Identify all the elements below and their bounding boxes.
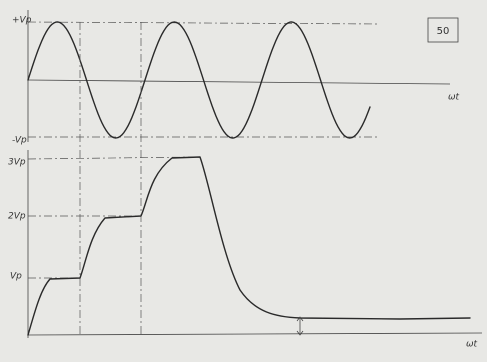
bottom-y-label: 3Vp	[8, 158, 26, 168]
bottom-y-label: Vp	[10, 272, 22, 282]
page-number: 50	[437, 26, 450, 37]
paper	[0, 0, 487, 362]
top-y-label: -Vp	[12, 136, 27, 146]
diagram: 50 +Vp -Vp ωt 3Vp 2Vp Vp ωt	[0, 0, 487, 362]
top-x-label: ωt	[448, 93, 460, 103]
bottom-y-label: 2Vp	[8, 212, 26, 222]
bottom-x-label: ωt	[466, 340, 478, 350]
top-y-label: +Vp	[12, 16, 32, 26]
